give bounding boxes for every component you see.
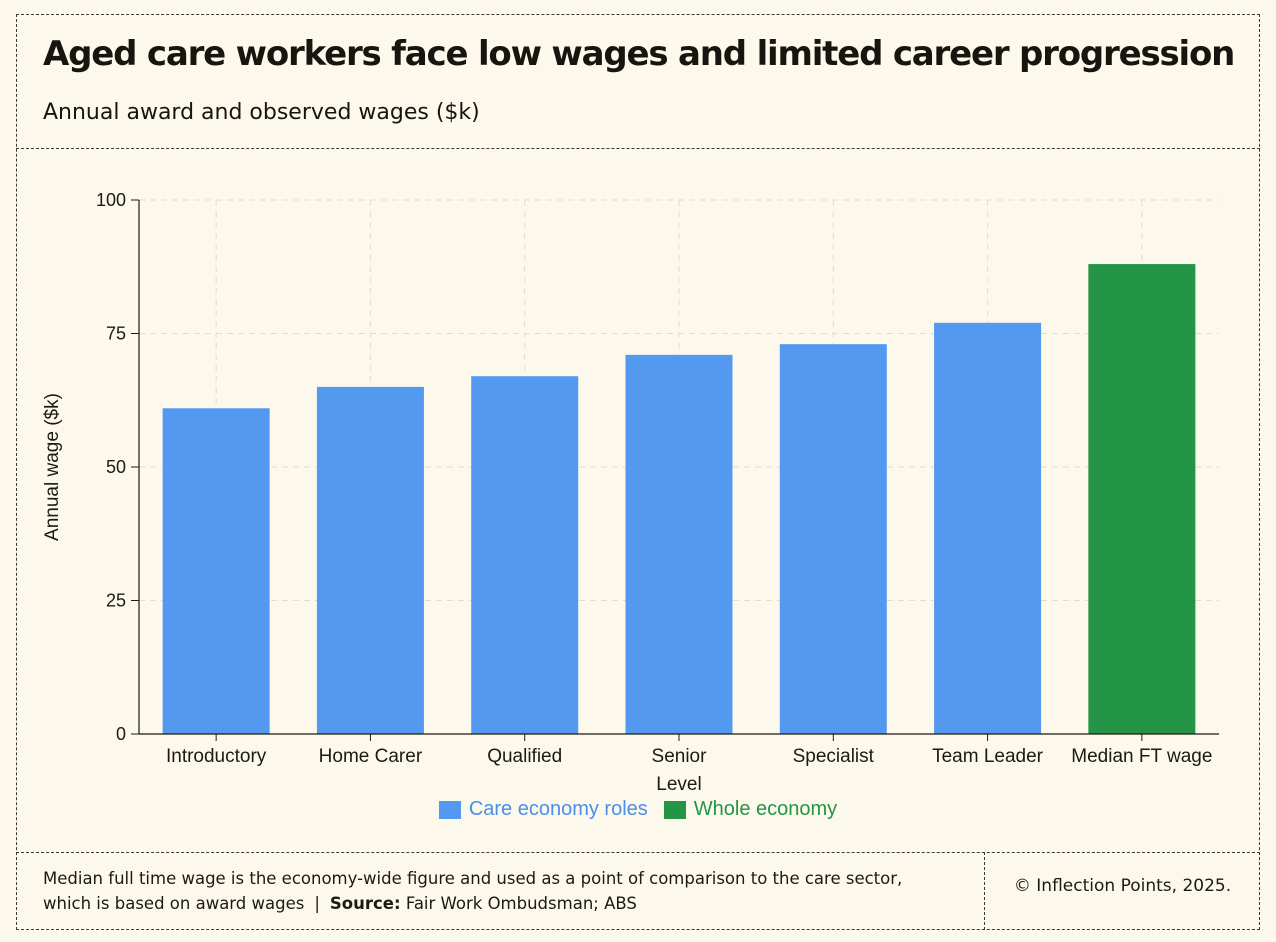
- footnote-text: Median full time wage is the economy-wid…: [43, 869, 903, 913]
- y-tick-label: 75: [106, 324, 126, 344]
- x-tick-label: Home Carer: [319, 746, 423, 767]
- x-tick-label: Team Leader: [932, 746, 1044, 767]
- legend-item-whole: Whole economy: [663, 798, 838, 821]
- chart-legend: Care economy roles Whole economy: [0, 798, 1276, 821]
- copyright: © Inflection Points, 2025.: [1013, 876, 1232, 896]
- legend-item-care: Care economy roles: [438, 798, 648, 821]
- legend-label-care: Care economy roles: [468, 798, 648, 820]
- header-divider: [16, 148, 1260, 149]
- footer-column-divider: [984, 852, 985, 930]
- footnote: Median full time wage is the economy-wid…: [43, 866, 953, 916]
- x-tick-label: Specialist: [793, 746, 875, 767]
- source-label: Source:: [329, 894, 401, 913]
- bar-median-ft-wage: [1088, 264, 1196, 734]
- bar-qualified: [471, 376, 579, 734]
- x-tick-label: Median FT wage: [1071, 746, 1212, 767]
- legend-label-whole: Whole economy: [693, 798, 838, 820]
- y-tick-label: 0: [116, 724, 126, 744]
- chart-subtitle: Annual award and observed wages ($k): [43, 100, 480, 125]
- footnote-separator: |: [314, 894, 320, 913]
- legend-swatch-care: [438, 800, 461, 819]
- x-tick-label: Introductory: [166, 746, 267, 767]
- bar-introductory: [162, 408, 270, 734]
- y-tick-label: 100: [96, 190, 126, 210]
- chart-title: Aged care workers face low wages and lim…: [43, 34, 1235, 74]
- source-text: Fair Work Ombudsman; ABS: [405, 894, 637, 913]
- x-tick-label: Senior Level: [652, 746, 708, 795]
- figure-frame: [16, 14, 1260, 930]
- x-tick-label: Qualified: [487, 746, 562, 767]
- y-tick-label: 50: [106, 457, 126, 477]
- y-axis-label: Annual wage ($k): [42, 393, 63, 541]
- bar-senior-level: [625, 354, 733, 734]
- bar-specialist: [779, 344, 887, 734]
- footer-divider: [16, 852, 1260, 853]
- y-tick-label: 25: [106, 591, 126, 611]
- legend-swatch-whole: [663, 800, 686, 819]
- bar-home-carer: [316, 386, 424, 734]
- bar-team-leader: [934, 322, 1042, 734]
